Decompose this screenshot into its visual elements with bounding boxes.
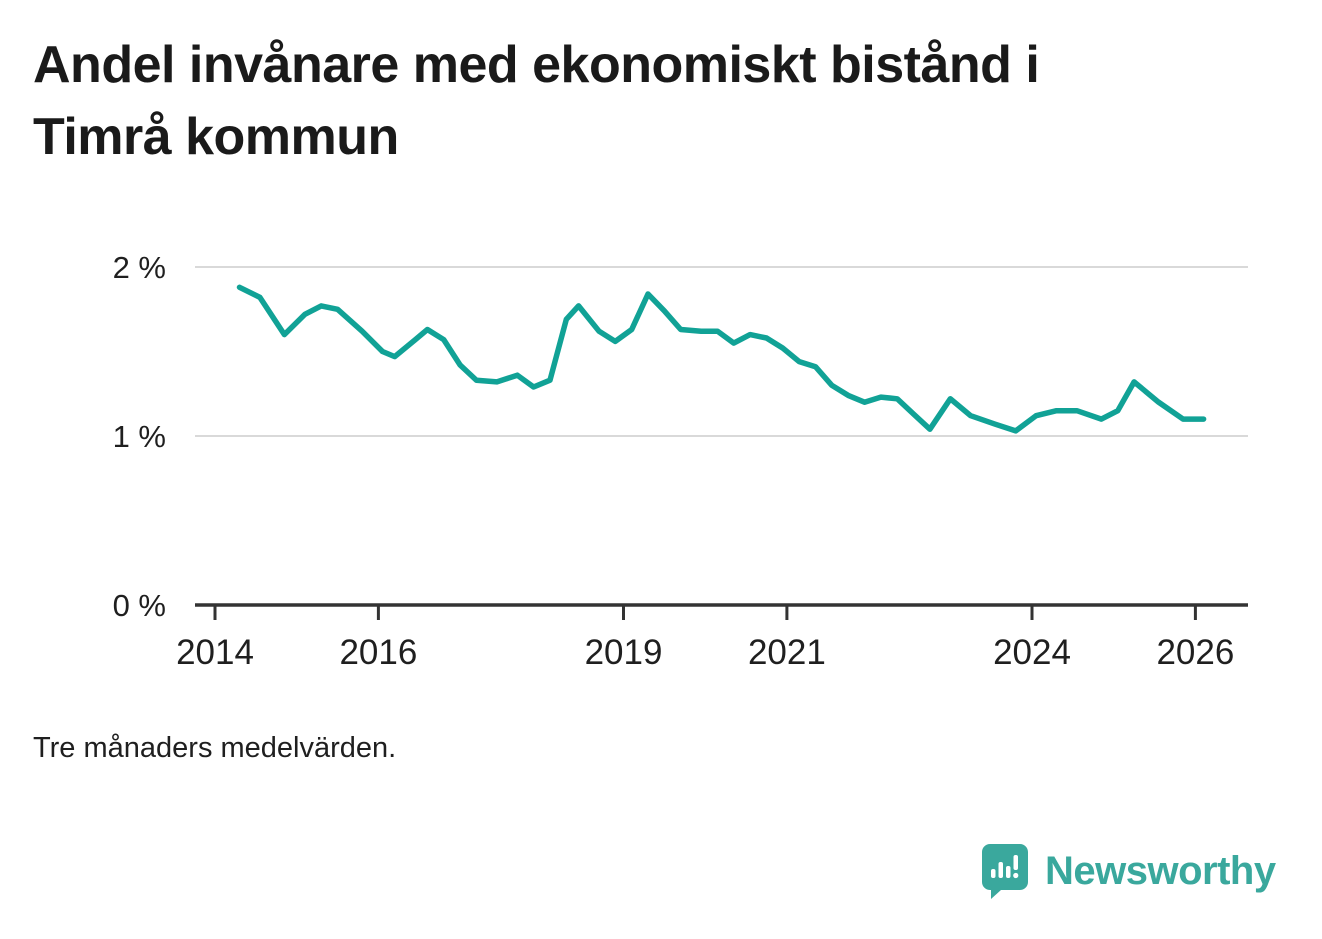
x-tick-label: 2016 [339, 633, 417, 672]
x-tick-label: 2019 [585, 633, 663, 672]
y-tick-label: 1 % [113, 419, 166, 454]
logo-bar-3 [1006, 866, 1011, 878]
logo-exclamation-dot [1013, 872, 1019, 879]
newsworthy-logo-text: Newsworthy [1045, 848, 1276, 893]
x-tick-label: 2014 [176, 633, 254, 672]
y-tick-label: 2 % [113, 250, 166, 285]
x-tick-label: 2024 [993, 633, 1071, 672]
chart-canvas: 0 % 1 % 2 % 2014 2016 2019 2021 2024 2026 [113, 250, 1248, 672]
x-tick-label: 2026 [1156, 633, 1234, 672]
logo-bar-1 [991, 869, 996, 878]
chart-footnote: Tre månaders medelvärden. [33, 732, 397, 764]
newsworthy-branding: Newsworthy [980, 843, 1276, 899]
data-line [236, 284, 1207, 434]
x-tick-label: 2021 [748, 633, 826, 672]
y-tick-label: 0 % [113, 588, 166, 623]
newsworthy-logo-icon [982, 844, 1028, 899]
line-chart: 0 % 1 % 2 % 2014 2016 2019 2021 2024 2026 [0, 228, 1322, 698]
logo-bar-2 [998, 862, 1003, 878]
chart-title: Andel invånare med ekonomiskt bistånd i … [33, 36, 1040, 166]
logo-bubble-shape [982, 844, 1028, 899]
logo-exclamation-stem [1013, 855, 1018, 870]
